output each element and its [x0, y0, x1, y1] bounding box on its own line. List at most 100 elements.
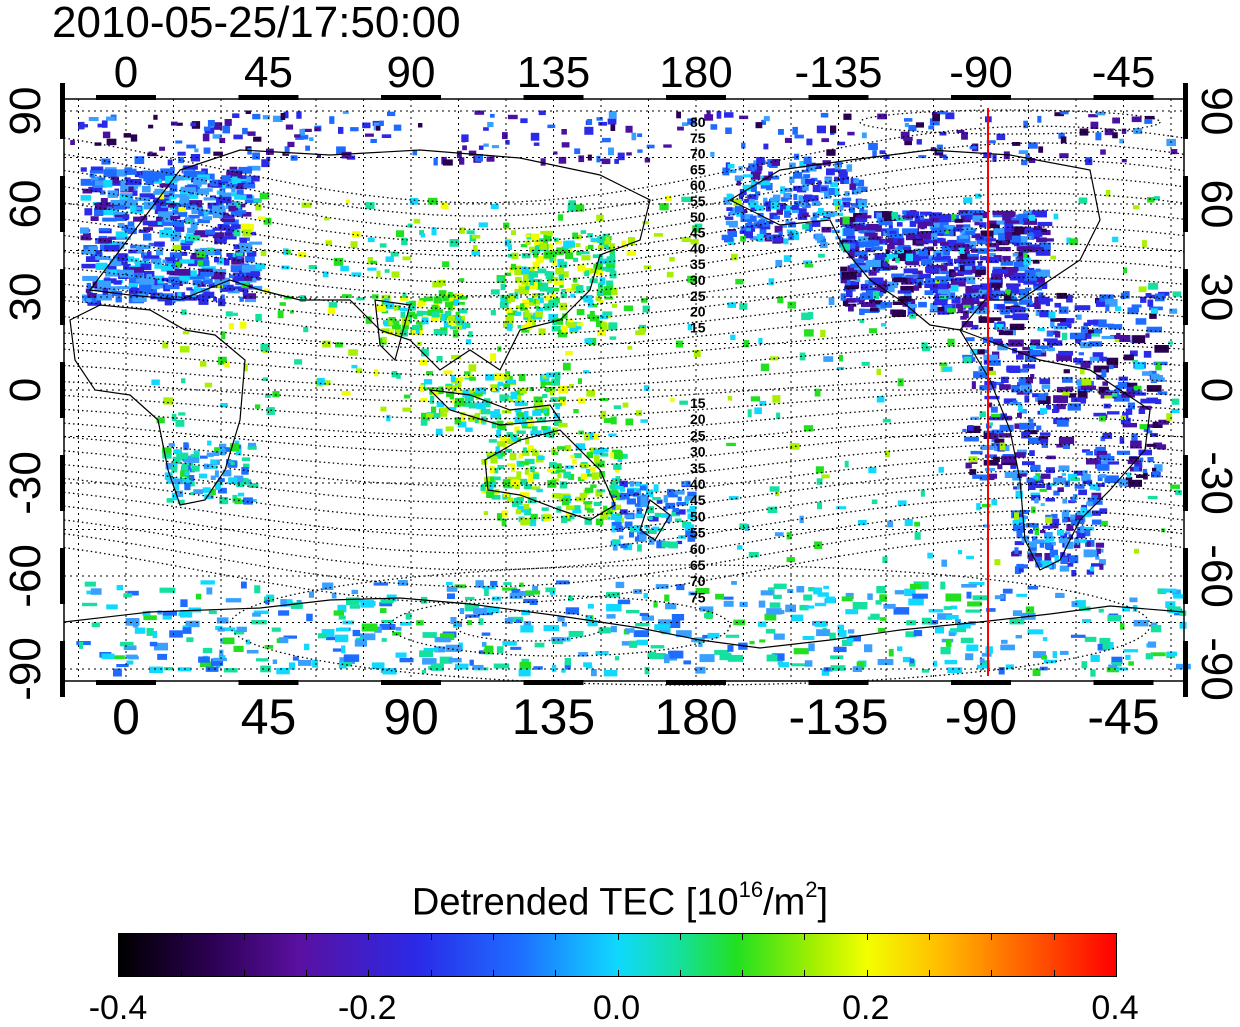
tec-patch: [939, 154, 947, 158]
tec-patch: [992, 210, 1003, 215]
tec-patch: [882, 556, 888, 563]
tec-patch: [1156, 377, 1165, 382]
tec-patch: [1000, 260, 1014, 266]
tec-patch: [190, 154, 201, 162]
tec-patch: [1158, 419, 1169, 425]
tec-patch: [248, 442, 257, 447]
tec-patch: [861, 301, 876, 308]
tec-patch: [798, 195, 803, 203]
tec-patch: [799, 604, 809, 611]
tec-patch: [937, 111, 947, 115]
tec-patch: [434, 637, 451, 643]
tec-patch: [115, 217, 126, 222]
lon-tick-label-bottom: 180: [654, 689, 737, 745]
tec-patch: [194, 148, 199, 153]
edge-bar-right: [1183, 548, 1188, 604]
tec-patch: [102, 287, 109, 295]
tec-patch: [515, 276, 522, 283]
tec-patch: [154, 220, 162, 225]
tec-patch: [221, 218, 235, 223]
tec-patch: [838, 354, 843, 362]
tec-patch: [204, 276, 210, 281]
tec-patch: [243, 293, 256, 299]
tec-patch: [859, 319, 865, 324]
tec-patch: [528, 281, 538, 290]
tec-patch: [583, 294, 593, 303]
tec-patch: [566, 288, 574, 292]
tec-patch: [652, 526, 660, 531]
tec-patch: [473, 608, 487, 615]
tec-patch: [408, 305, 416, 311]
tec-patch: [825, 596, 835, 604]
tec-patch: [1060, 136, 1067, 144]
tec-patch: [1085, 451, 1093, 456]
tec-patch: [221, 284, 234, 292]
tec-patch: [243, 497, 253, 505]
tec-patch: [203, 211, 209, 215]
tec-patch: [944, 659, 957, 665]
tec-patch: [1084, 636, 1097, 642]
tec-patch: [423, 379, 433, 385]
colorbar-tick-label: 0.2: [842, 989, 890, 1027]
tec-patch: [494, 476, 501, 481]
tec-patch: [996, 133, 1006, 141]
tec-patch: [606, 604, 622, 612]
tec-patch: [975, 269, 986, 276]
tec-patch: [891, 273, 905, 279]
tec-patch: [655, 584, 669, 589]
tec-patch: [553, 318, 564, 325]
tec-patch: [687, 118, 697, 125]
tec-patch: [821, 668, 829, 676]
tec-patch: [1138, 449, 1152, 456]
tec-patch: [805, 223, 813, 231]
tec-patch: [626, 498, 636, 505]
contour-label: 25: [690, 288, 706, 304]
tec-patch: [1126, 472, 1131, 478]
tec-patch: [769, 175, 780, 180]
tec-patch: [175, 261, 181, 268]
tec-patch: [284, 146, 290, 155]
contour-line: [63, 192, 1185, 257]
tec-patch: [635, 622, 650, 627]
tec-patch: [1095, 132, 1102, 141]
tec-patch: [421, 317, 429, 325]
tec-patch: [704, 613, 713, 619]
tec-patch: [545, 271, 551, 279]
tec-patch: [1175, 490, 1182, 495]
tec-patch: [208, 495, 214, 499]
tec-patch: [341, 391, 351, 396]
tec-patch: [494, 372, 504, 381]
tec-patch: [531, 426, 538, 431]
tec-patch: [233, 630, 245, 635]
tec-patch: [436, 356, 443, 362]
tec-patch: [1157, 391, 1168, 395]
tec-patch: [1073, 358, 1084, 363]
tec-patch: [541, 507, 549, 511]
tec-patch: [215, 664, 221, 668]
edge-bar-bottom: [96, 680, 156, 685]
tec-patch: [196, 251, 206, 258]
tec-patch: [584, 126, 594, 135]
tec-patch: [531, 448, 537, 457]
tec-patch: [790, 205, 799, 210]
tec-patch: [596, 117, 603, 121]
edge-bar-top: [951, 95, 1012, 100]
tec-patch: [219, 189, 224, 193]
tec-patch: [1034, 479, 1044, 484]
tec-patch: [715, 593, 724, 600]
tec-patch: [596, 320, 603, 327]
tec-patch: [610, 416, 617, 425]
tec-patch: [793, 648, 809, 655]
tec-patch: [475, 580, 484, 588]
tec-patch: [585, 504, 592, 508]
tec-patch: [103, 180, 113, 188]
tec-patch: [653, 600, 658, 608]
contour-line: [63, 430, 1185, 470]
tec-patch: [1053, 404, 1060, 412]
tec-patch: [954, 258, 961, 264]
tec-patch: [176, 122, 183, 126]
tec-patch: [962, 304, 971, 308]
tec-patch: [361, 623, 378, 632]
tec-patch: [556, 493, 562, 499]
tec-patch: [573, 453, 582, 459]
